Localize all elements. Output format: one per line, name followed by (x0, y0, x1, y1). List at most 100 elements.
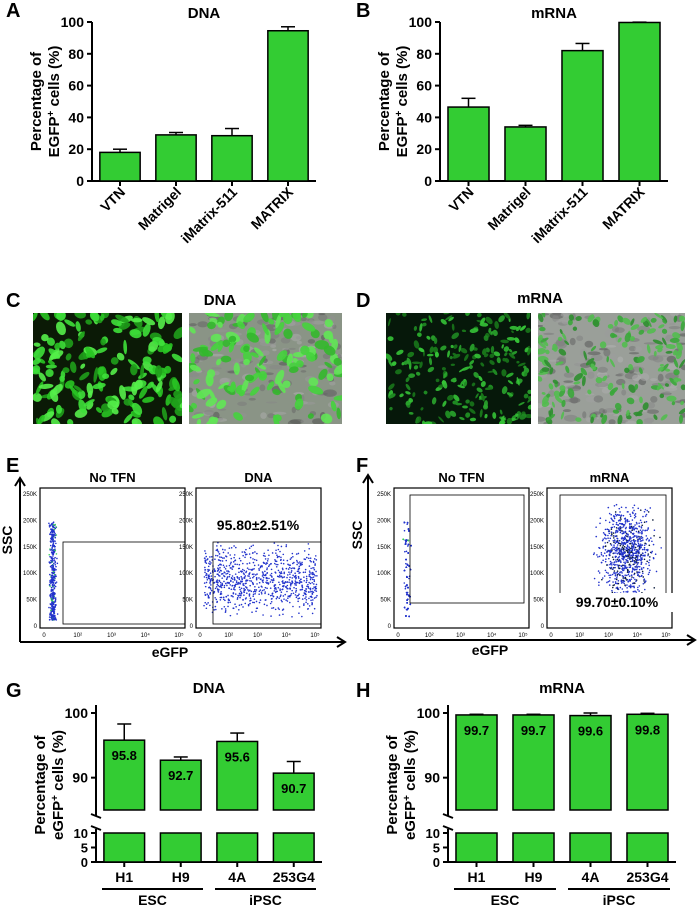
event-dot (235, 581, 238, 584)
left-dot-cloud (402, 521, 412, 618)
cell (283, 328, 293, 339)
cell (602, 375, 608, 382)
event-dot (244, 553, 247, 556)
event-dot (628, 563, 631, 566)
chart-title: DNA (193, 680, 226, 697)
cell (73, 385, 83, 392)
event-dot (223, 571, 226, 573)
event-dot (263, 562, 266, 565)
event-dot (606, 528, 609, 531)
cell (516, 377, 520, 386)
cell (520, 325, 526, 331)
event-dot (613, 570, 616, 572)
event-dot (636, 558, 639, 561)
texture-speck (323, 389, 337, 397)
event-dot (309, 571, 311, 574)
event-dot (51, 530, 54, 533)
event-dot (236, 613, 238, 615)
value-label-H9: 99.7 (521, 723, 546, 738)
event-dot (220, 556, 223, 559)
event-dot (54, 575, 56, 578)
cell (422, 322, 427, 327)
event-dot (54, 582, 57, 585)
y-tick-label: 10 (74, 826, 88, 841)
event-dot (613, 544, 615, 546)
event-dot (53, 584, 56, 587)
event-dot (282, 559, 285, 561)
event-dot (261, 580, 264, 582)
cell (465, 313, 471, 316)
event-dot (206, 593, 209, 596)
x-tick-label-MATRIX: MATRIX (599, 183, 648, 232)
cell (54, 342, 61, 350)
event-dot (52, 544, 55, 546)
event-dot (230, 546, 233, 549)
event-dot (278, 581, 280, 584)
event-dot (298, 565, 301, 568)
event-dot (617, 582, 620, 585)
event-dot (660, 547, 663, 549)
cell (420, 407, 424, 411)
event-dot (638, 522, 640, 524)
event-dot (314, 589, 316, 592)
cell (614, 319, 619, 327)
cell (292, 313, 302, 322)
event-dot (620, 518, 622, 520)
event-dot (228, 575, 231, 578)
event-dot (629, 584, 632, 586)
event-dot (406, 584, 408, 586)
event-dot (272, 579, 275, 582)
event-dot (299, 561, 301, 563)
event-dot (285, 585, 287, 588)
event-dot (239, 596, 241, 599)
event-dot (278, 614, 281, 616)
cell (575, 417, 582, 422)
cell (173, 326, 182, 339)
event-dot (50, 590, 53, 592)
texture-speck (587, 351, 601, 356)
cell (669, 377, 677, 386)
event-dot (233, 556, 235, 559)
event-dot (264, 592, 266, 595)
event-dot (616, 582, 618, 585)
cell (503, 346, 510, 352)
texture-speck (614, 327, 625, 333)
event-dot (213, 568, 216, 570)
event-dot (628, 557, 631, 559)
cell (204, 313, 220, 317)
y-tick-label: 0 (81, 855, 88, 870)
event-dot (623, 545, 626, 548)
cell (452, 400, 458, 405)
cell (33, 358, 41, 365)
event-dot (284, 593, 287, 596)
event-dot (258, 586, 260, 589)
event-dot (312, 587, 314, 590)
event-dot (216, 545, 218, 547)
event-dot (223, 557, 226, 559)
cell (165, 394, 172, 406)
event-dot (288, 601, 291, 604)
event-dot (53, 601, 56, 603)
event-dot (306, 585, 308, 588)
cell (511, 351, 518, 355)
texture-speck (282, 347, 289, 351)
cell (228, 341, 235, 353)
event-dot (630, 557, 632, 559)
cell (660, 315, 668, 323)
cell (573, 373, 583, 382)
event-dot (612, 539, 615, 542)
event-dot (280, 572, 283, 575)
event-dot (637, 554, 639, 556)
cell (525, 327, 531, 334)
event-dot (307, 585, 310, 588)
x-tick-label-H9: H9 (525, 869, 543, 885)
event-dot (610, 517, 613, 520)
event-dot (205, 576, 208, 579)
cell (469, 328, 479, 333)
x-tick-label: 10⁴ (282, 632, 292, 639)
cell (140, 364, 145, 379)
event-dot (624, 565, 627, 567)
event-dot (229, 567, 232, 569)
event-dot (646, 529, 648, 532)
event-dot (280, 558, 282, 561)
